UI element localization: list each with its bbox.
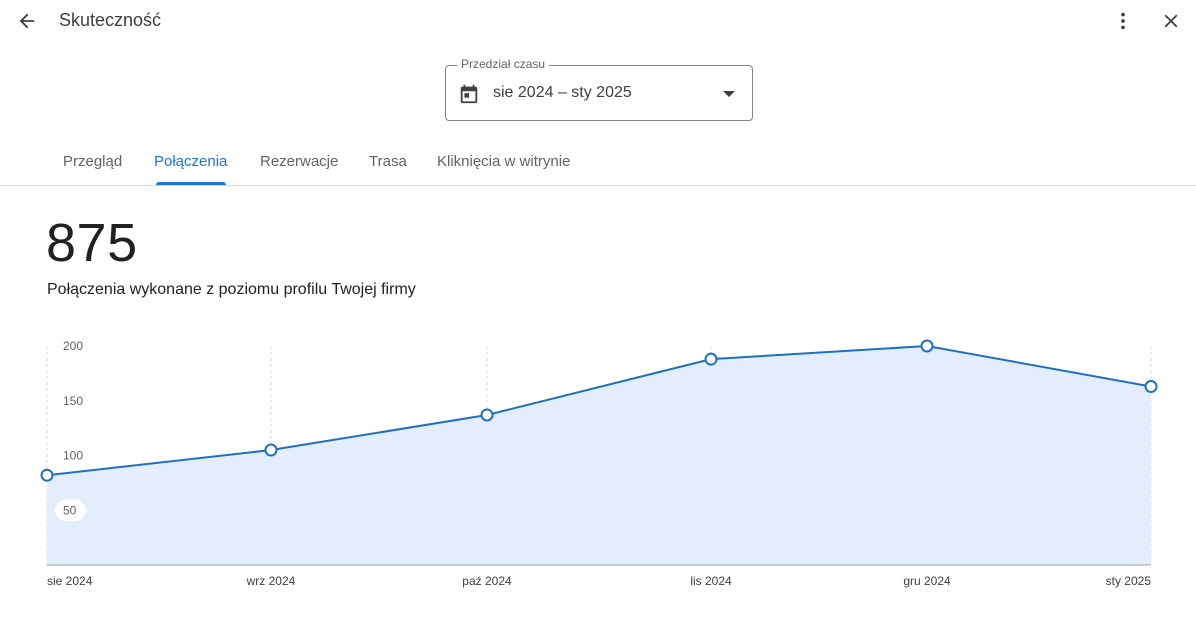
tab-calls[interactable]: Połączenia — [154, 153, 228, 170]
calendar-icon — [460, 84, 478, 104]
close-icon — [1164, 14, 1178, 28]
y-tick-label: 100 — [63, 449, 83, 463]
more-vert-icon — [1121, 12, 1125, 30]
data-point — [40, 468, 54, 482]
series-area — [47, 346, 1151, 565]
data-point — [1144, 380, 1158, 394]
data-point — [704, 352, 718, 366]
calls-chart-svg: 50 100 150 200 sie 2024 wrz 2024 paź 2024 lis 2… — [40, 339, 1158, 588]
back-button[interactable] — [11, 5, 43, 37]
calls-chart: 50 100 150 200 sie 2024 wrz 2024 paź 2024 lis 2… — [0, 320, 1196, 610]
tab-bar: Przegląd Połączenia Rezerwacje Trasa Kli… — [0, 140, 1196, 186]
dropdown-arrow-icon — [723, 91, 735, 97]
page-title: Skuteczność — [59, 10, 162, 30]
x-tick-label: lis 2024 — [690, 574, 732, 588]
y-tick-label: 50 — [63, 503, 77, 517]
x-tick-label: gru 2024 — [903, 574, 951, 588]
x-tick-label: paź 2024 — [462, 574, 512, 588]
data-point — [264, 443, 278, 457]
top-bar: Skuteczność — [0, 0, 1196, 42]
active-tab-indicator — [156, 182, 226, 185]
metric-description: Połączenia wykonane z poziomu profilu Tw… — [47, 281, 416, 298]
close-button[interactable] — [1155, 5, 1187, 37]
y-tick-label: 150 — [63, 394, 83, 408]
series-line — [46, 344, 1152, 477]
tab-overview[interactable]: Przegląd — [63, 153, 123, 170]
tab-directions[interactable]: Trasa — [369, 153, 407, 170]
more-options-button[interactable] — [1107, 5, 1139, 37]
data-point — [480, 408, 494, 422]
metric-value: 875 — [46, 213, 138, 273]
date-range-label: Przedział czasu — [457, 57, 550, 71]
date-range-value: sie 2024 – sty 2025 — [493, 84, 632, 101]
data-point — [920, 339, 934, 353]
x-tick-label: wrz 2024 — [246, 574, 296, 588]
y-tick-label-bg — [55, 499, 86, 522]
x-tick-label: sty 2025 — [1106, 574, 1152, 588]
y-tick-label: 200 — [63, 339, 83, 353]
date-range-select[interactable]: Przedział czasu sie 2024 – sty 2025 — [445, 57, 753, 121]
tab-website-clicks[interactable]: Kliknięcia w witrynie — [437, 153, 571, 170]
arrow-back-icon — [19, 13, 35, 29]
x-tick-label: sie 2024 — [47, 574, 93, 588]
tab-bookings[interactable]: Rezerwacje — [260, 153, 339, 170]
